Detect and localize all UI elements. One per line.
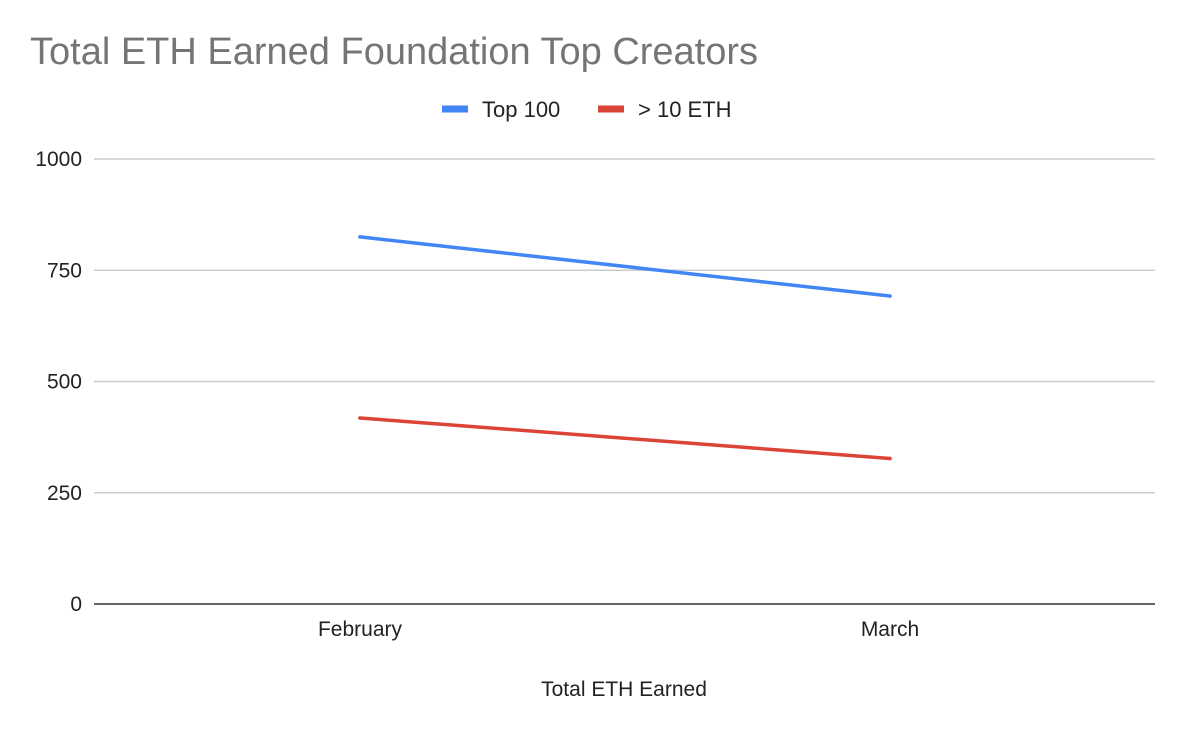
legend-label: > 10 ETH (638, 97, 732, 122)
series-point (358, 416, 362, 420)
series-line-1 (358, 416, 892, 461)
x-axis-ticks: February March (318, 618, 919, 641)
y-gridlines (94, 158, 1155, 494)
y-tick-label: 500 (47, 371, 82, 394)
y-tick-label: 1000 (35, 148, 82, 171)
series-point (888, 456, 892, 461)
chart-legend: Top 100 > 10 ETH (442, 97, 732, 122)
y-axis-ticks: 0 250 500 750 1000 (35, 148, 82, 616)
chart-title: Total ETH Earned Foundation Top Creators (30, 31, 758, 73)
series-line-0 (358, 235, 892, 298)
x-tick-label: March (861, 618, 919, 641)
y-tick-label: 250 (47, 482, 82, 505)
y-tick-label: 0 (70, 593, 82, 616)
x-axis-title: Total ETH Earned (541, 678, 707, 701)
legend-label: Top 100 (482, 97, 560, 122)
x-tick-label: February (318, 618, 403, 641)
series-point (358, 235, 362, 239)
y-tick-label: 750 (47, 259, 82, 282)
series-lines (358, 235, 892, 461)
series-point (888, 294, 892, 298)
